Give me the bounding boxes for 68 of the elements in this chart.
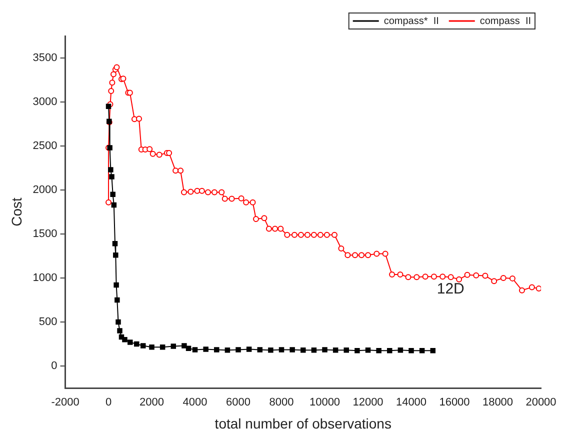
point (134, 341, 140, 347)
point (203, 346, 208, 352)
point (170, 344, 176, 349)
point (268, 348, 274, 353)
point (322, 347, 328, 352)
legend-label: compass* II (384, 16, 439, 27)
point (365, 348, 371, 353)
y-tick-label: 1000 (32, 272, 58, 284)
x-tick-label: 16000 (439, 396, 470, 409)
point (408, 348, 414, 354)
point (128, 340, 133, 345)
point (419, 348, 425, 354)
point (311, 348, 317, 353)
point (376, 348, 382, 354)
point (117, 328, 122, 334)
point (116, 319, 121, 325)
point (332, 348, 338, 353)
point (114, 297, 120, 303)
point (236, 347, 241, 352)
annotation: 12D (436, 280, 465, 298)
x-tick-label: 2000 (140, 396, 164, 409)
y-tick-label: 3500 (32, 52, 58, 64)
point (257, 347, 263, 352)
x-tick-label: 12000 (352, 396, 384, 409)
y-tick-label: 3000 (32, 96, 58, 108)
point (112, 241, 118, 246)
x-tick-label: 10000 (309, 396, 340, 409)
point (108, 167, 114, 172)
x-tick-label: 6000 (226, 396, 251, 409)
point (224, 348, 230, 353)
x-tick-label: 20000 (526, 396, 556, 409)
point (182, 343, 187, 348)
point (186, 346, 192, 352)
y-axis-title: Cost (8, 198, 24, 226)
point (113, 252, 118, 258)
x-tick-label: 18000 (482, 396, 514, 409)
point (140, 343, 146, 348)
point (111, 202, 117, 208)
point (398, 348, 404, 353)
point (387, 348, 392, 354)
point (110, 192, 116, 198)
x-tick-label: 0 (105, 396, 112, 409)
x-tick-label: 8000 (269, 396, 294, 409)
point (109, 174, 114, 180)
point (430, 348, 436, 354)
x-tick-label: 14000 (396, 396, 427, 409)
point (122, 336, 128, 342)
point (290, 347, 295, 352)
y-tick-label: 1500 (32, 228, 58, 240)
legend-label: compass II (480, 16, 532, 27)
point (278, 347, 284, 352)
point (300, 348, 306, 353)
y-tick-label: 500 (38, 316, 58, 328)
y-tick-label: 2000 (32, 184, 58, 196)
point (344, 348, 350, 353)
x-axis-title: total number of observations (214, 415, 392, 432)
point (246, 346, 252, 352)
point (106, 104, 112, 110)
y-tick-label: 2500 (32, 140, 58, 152)
point (114, 282, 119, 288)
y-tick-label: 0 (51, 360, 58, 372)
x-tick-label: -2000 (51, 396, 80, 409)
x-tick-label: 4000 (182, 396, 208, 409)
point (149, 344, 154, 350)
point (192, 347, 198, 352)
point (214, 347, 220, 352)
point (160, 344, 166, 350)
point (354, 348, 360, 354)
